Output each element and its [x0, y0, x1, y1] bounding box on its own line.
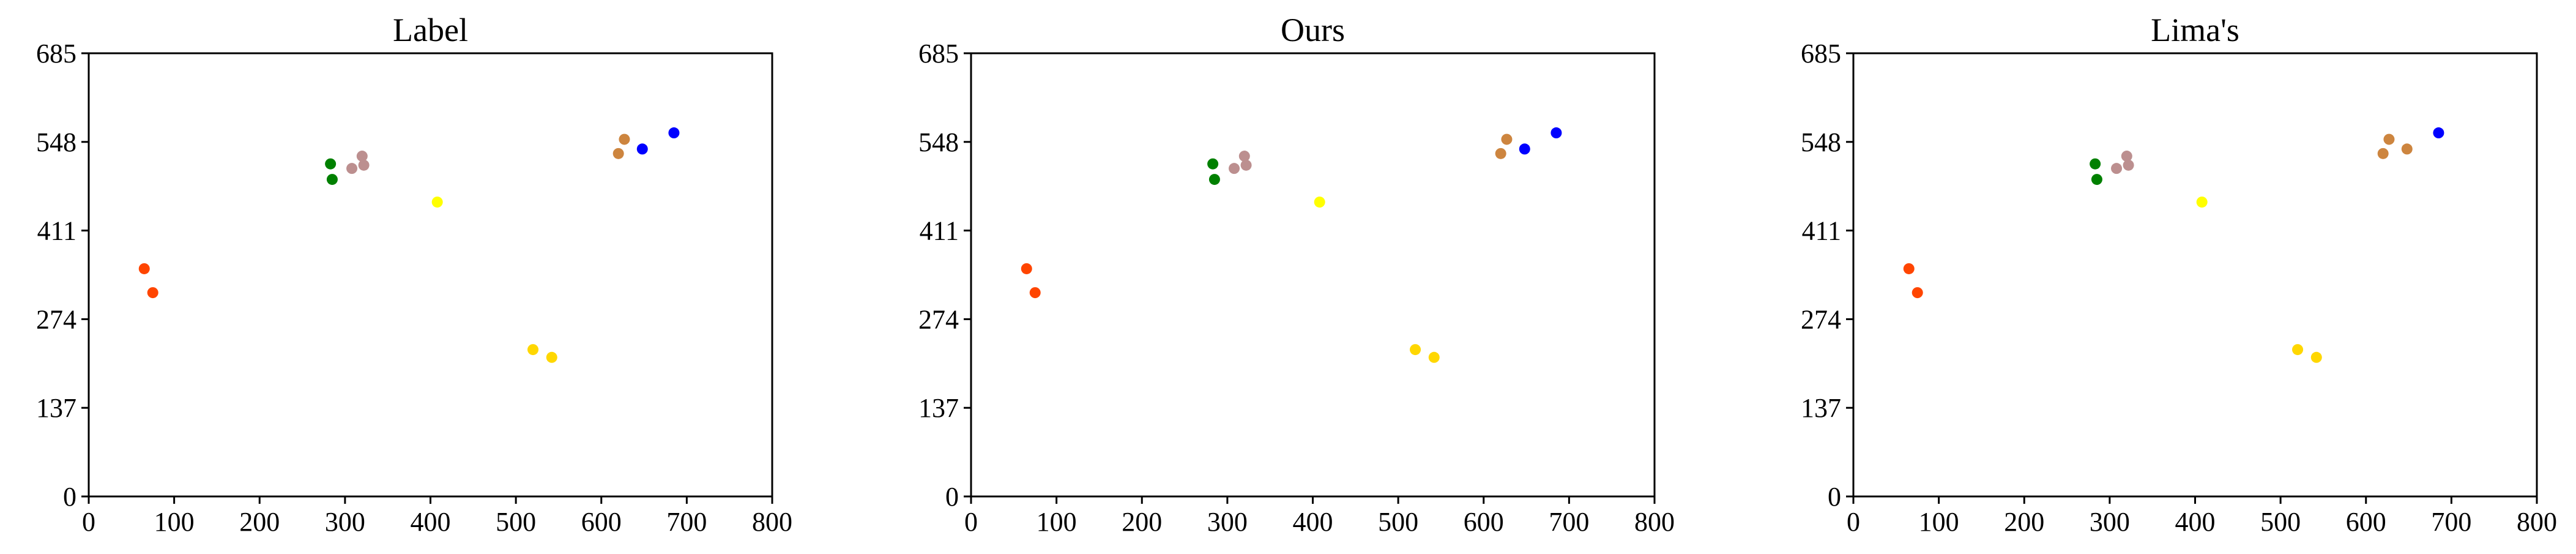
- x-tick-label: 500: [496, 507, 536, 537]
- y-tick-label: 685: [1801, 39, 1841, 69]
- data-point: [2121, 151, 2132, 162]
- x-tick-label: 200: [239, 507, 280, 537]
- data-point: [546, 351, 557, 363]
- data-point: [431, 197, 443, 208]
- y-tick-label: 0: [945, 482, 959, 512]
- y-tick-label: 685: [918, 39, 959, 69]
- data-point: [2377, 148, 2389, 159]
- x-tick-label: 800: [2517, 507, 2557, 537]
- x-tick-label: 700: [666, 507, 707, 537]
- y-tick-label: 0: [63, 482, 76, 512]
- data-point: [619, 133, 630, 145]
- x-tick-label: 500: [1378, 507, 1418, 537]
- y-tick-label: 685: [36, 39, 76, 69]
- chart-panel-2: Ours 0 100 200 300 400 500 600 700 800 0 137 274 411 5…: [918, 12, 1675, 537]
- chart-title: Lima's: [2151, 12, 2239, 48]
- data-point: [527, 344, 539, 356]
- data-point: [1029, 287, 1041, 299]
- data-point: [1550, 127, 1562, 139]
- data-point: [1240, 159, 1252, 171]
- y-tick-label: 137: [1801, 393, 1841, 423]
- x-tick-label: 700: [1549, 507, 1589, 537]
- data-point: [1208, 174, 1220, 185]
- x-tick-label: 800: [752, 507, 792, 537]
- x-tick-label: 300: [325, 507, 365, 537]
- data-point: [2111, 163, 2123, 174]
- data-point: [1495, 148, 1506, 159]
- x-tick-label: 500: [2260, 507, 2301, 537]
- x-tick-label: 700: [2431, 507, 2471, 537]
- data-point: [2383, 133, 2395, 145]
- data-point: [358, 159, 370, 171]
- y-tick-label: 411: [1802, 216, 1841, 246]
- chart-panels: Label 0 100 200 300 400 500 600 700 800 0 137 274 411…: [36, 12, 2557, 537]
- x-tick-label: 400: [1293, 507, 1333, 537]
- data-point: [1410, 344, 1421, 356]
- x-tick-label: 100: [1037, 507, 1077, 537]
- x-tick-label: 0: [1847, 507, 1860, 537]
- data-point: [2196, 197, 2208, 208]
- data-point: [2091, 174, 2102, 185]
- data-point: [1912, 287, 1923, 299]
- data-point: [1519, 143, 1530, 155]
- x-tick-label: 300: [1207, 507, 1248, 537]
- chart-panel-3: Lima's 0 100 200 300 400 500 600 700 800 0 137 274 41…: [1801, 12, 2557, 537]
- x-tick-label: 800: [1634, 507, 1675, 537]
- data-point: [1428, 351, 1440, 363]
- y-tick-label: 137: [918, 393, 959, 423]
- data-point: [636, 143, 648, 155]
- data-point: [2433, 127, 2444, 139]
- x-tick-label: 100: [1919, 507, 1959, 537]
- data-point: [1021, 263, 1032, 274]
- plot-frame: [1852, 52, 2538, 498]
- data-point: [1501, 133, 1513, 145]
- chart-panel-1: Label 0 100 200 300 400 500 600 700 800 0 137 274 411…: [36, 12, 792, 537]
- y-tick-label: 0: [1828, 482, 1841, 512]
- x-tick-label: 200: [2004, 507, 2044, 537]
- x-tick-label: 400: [411, 507, 451, 537]
- x-tick-label: 400: [2175, 507, 2216, 537]
- data-point: [612, 148, 624, 159]
- data-point: [356, 151, 368, 162]
- data-point: [668, 127, 680, 139]
- data-point: [2310, 351, 2322, 363]
- data-point: [2292, 344, 2304, 356]
- data-point: [147, 287, 158, 299]
- y-tick-label: 137: [36, 393, 76, 423]
- y-tick-label: 411: [37, 216, 76, 246]
- data-point: [1314, 197, 1325, 208]
- plot-frame: [87, 52, 773, 498]
- data-point: [325, 158, 337, 170]
- data-point: [1207, 158, 1219, 170]
- data-point: [2123, 159, 2134, 171]
- data-point: [2401, 143, 2413, 155]
- data-point: [138, 263, 150, 274]
- x-tick-label: 100: [154, 507, 195, 537]
- data-point: [1229, 163, 1240, 174]
- data-point: [1238, 151, 1250, 162]
- y-tick-label: 411: [920, 216, 959, 246]
- data-point: [1903, 263, 1915, 274]
- y-tick-label: 548: [918, 127, 959, 157]
- data-point: [2090, 158, 2101, 170]
- x-tick-label: 0: [964, 507, 978, 537]
- x-tick-label: 600: [1464, 507, 1504, 537]
- x-tick-label: 600: [2346, 507, 2386, 537]
- y-tick-label: 548: [1801, 127, 1841, 157]
- x-tick-label: 600: [581, 507, 622, 537]
- y-tick-label: 274: [1801, 304, 1841, 334]
- data-point: [346, 163, 358, 174]
- chart-title: Label: [393, 12, 468, 48]
- chart-title: Ours: [1281, 12, 1345, 48]
- plot-frame: [970, 52, 1656, 498]
- x-tick-label: 200: [1122, 507, 1162, 537]
- y-tick-label: 274: [36, 304, 76, 334]
- y-tick-label: 274: [918, 304, 959, 334]
- x-tick-label: 300: [2090, 507, 2130, 537]
- y-tick-label: 548: [36, 127, 76, 157]
- x-tick-label: 0: [82, 507, 95, 537]
- data-point: [326, 174, 338, 185]
